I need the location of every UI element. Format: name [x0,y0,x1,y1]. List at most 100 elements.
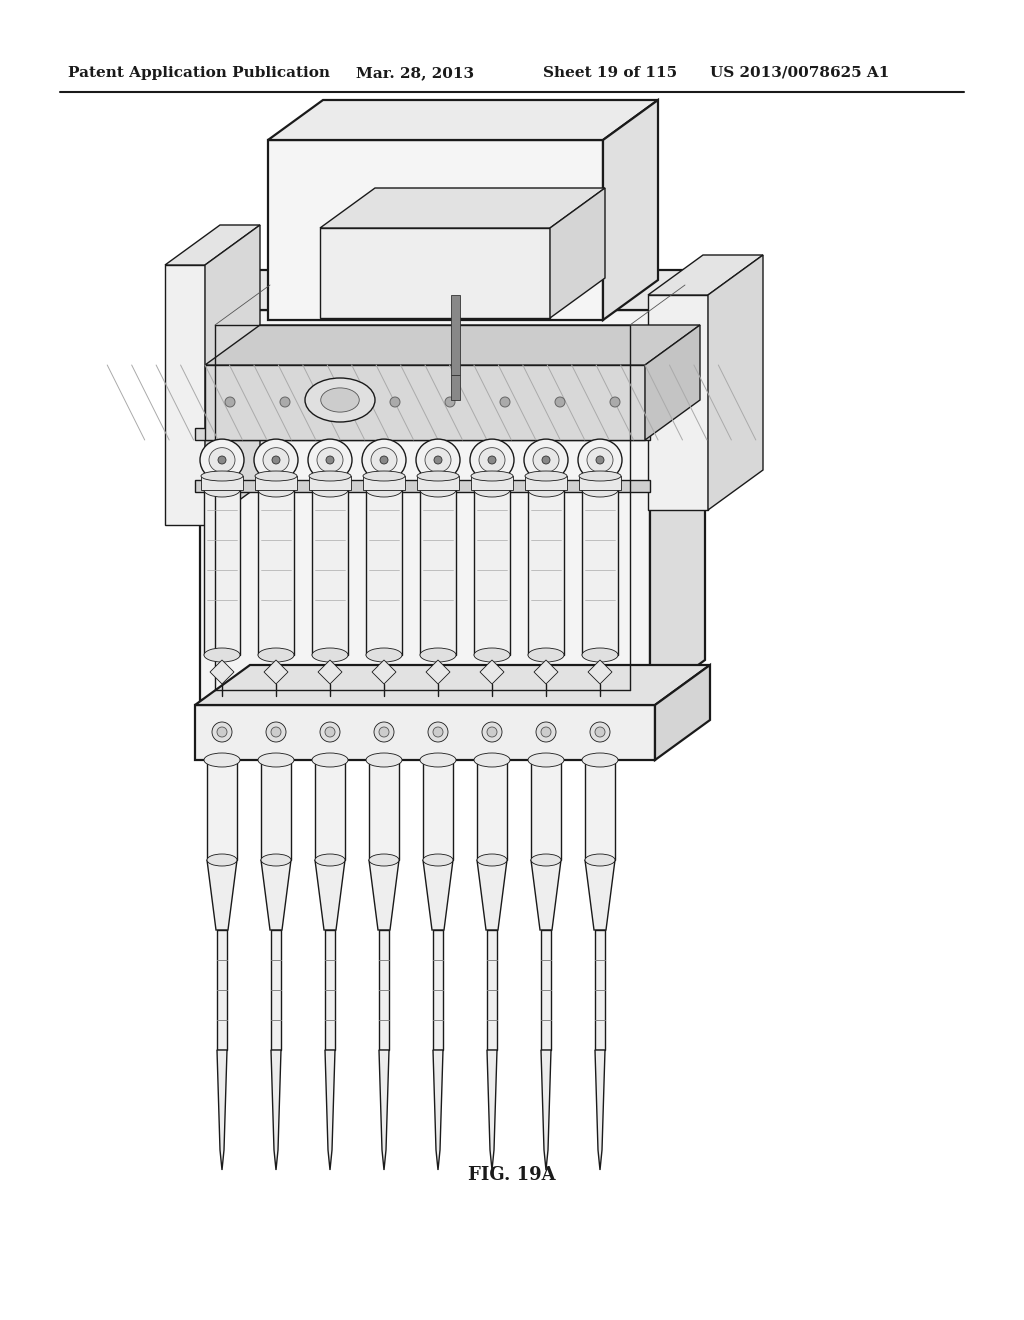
Bar [417,477,459,490]
Ellipse shape [312,483,348,498]
Bar [258,490,294,655]
Polygon shape [195,705,655,760]
Bar [595,931,605,1049]
Ellipse shape [482,722,502,742]
Ellipse shape [217,727,227,737]
Ellipse shape [254,440,298,480]
Ellipse shape [390,397,400,407]
Polygon shape [264,660,288,684]
Polygon shape [165,224,260,265]
Ellipse shape [204,648,240,663]
Ellipse shape [420,752,456,767]
Polygon shape [426,660,450,684]
Ellipse shape [524,440,568,480]
Ellipse shape [212,722,232,742]
Text: FIG. 19A: FIG. 19A [468,1166,556,1184]
Ellipse shape [433,727,443,737]
Polygon shape [534,660,558,684]
Polygon shape [585,861,615,931]
Bar [525,477,567,490]
Ellipse shape [474,648,510,663]
Text: US 2013/0078625 A1: US 2013/0078625 A1 [710,66,890,81]
Bar [195,428,650,440]
Ellipse shape [218,455,226,465]
Ellipse shape [308,440,352,480]
Ellipse shape [200,440,244,480]
Bar [471,477,513,490]
Bar [579,477,621,490]
Polygon shape [200,271,705,310]
Ellipse shape [272,455,280,465]
Bar [205,366,645,440]
Ellipse shape [366,648,402,663]
Bar [541,931,551,1049]
Polygon shape [205,224,260,525]
Polygon shape [655,665,710,760]
Ellipse shape [479,447,505,473]
Ellipse shape [474,752,510,767]
Polygon shape [268,140,603,319]
Bar [423,760,453,861]
Polygon shape [423,861,453,931]
Ellipse shape [528,648,564,663]
Polygon shape [261,861,291,931]
Ellipse shape [379,727,389,737]
Ellipse shape [417,471,459,480]
Polygon shape [595,1049,605,1170]
Ellipse shape [423,854,453,866]
Ellipse shape [280,397,290,407]
Polygon shape [369,861,399,931]
Polygon shape [210,660,234,684]
Ellipse shape [315,854,345,866]
Ellipse shape [366,483,402,498]
Ellipse shape [374,722,394,742]
Ellipse shape [312,752,348,767]
Bar [420,490,456,655]
Ellipse shape [380,455,388,465]
Polygon shape [315,861,345,931]
Ellipse shape [488,455,496,465]
Bar [217,931,227,1049]
Polygon shape [217,1049,227,1170]
Polygon shape [480,660,504,684]
Bar [325,931,335,1049]
Ellipse shape [266,722,286,742]
Polygon shape [588,660,612,684]
Ellipse shape [445,397,455,407]
Polygon shape [650,271,705,700]
Ellipse shape [371,447,397,473]
Polygon shape [477,861,507,931]
Polygon shape [207,861,237,931]
Ellipse shape [263,447,289,473]
Ellipse shape [258,648,294,663]
Ellipse shape [225,397,234,407]
Ellipse shape [425,447,451,473]
Ellipse shape [369,854,399,866]
Text: Patent Application Publication: Patent Application Publication [68,66,330,81]
Ellipse shape [582,483,618,498]
Ellipse shape [416,440,460,480]
Ellipse shape [487,727,497,737]
Polygon shape [325,1049,335,1170]
Ellipse shape [470,440,514,480]
Ellipse shape [258,752,294,767]
Polygon shape [372,660,396,684]
Ellipse shape [528,752,564,767]
Bar [201,477,243,490]
Bar [207,760,237,861]
Polygon shape [708,255,763,510]
Ellipse shape [325,727,335,737]
Text: Mar. 28, 2013: Mar. 28, 2013 [356,66,474,81]
Ellipse shape [587,447,613,473]
Ellipse shape [596,455,604,465]
Ellipse shape [474,483,510,498]
Ellipse shape [428,722,449,742]
Ellipse shape [471,471,513,480]
Polygon shape [205,325,700,366]
Ellipse shape [531,854,561,866]
Ellipse shape [555,397,565,407]
Ellipse shape [312,648,348,663]
Ellipse shape [362,440,406,480]
Bar [379,931,389,1049]
Ellipse shape [585,854,615,866]
